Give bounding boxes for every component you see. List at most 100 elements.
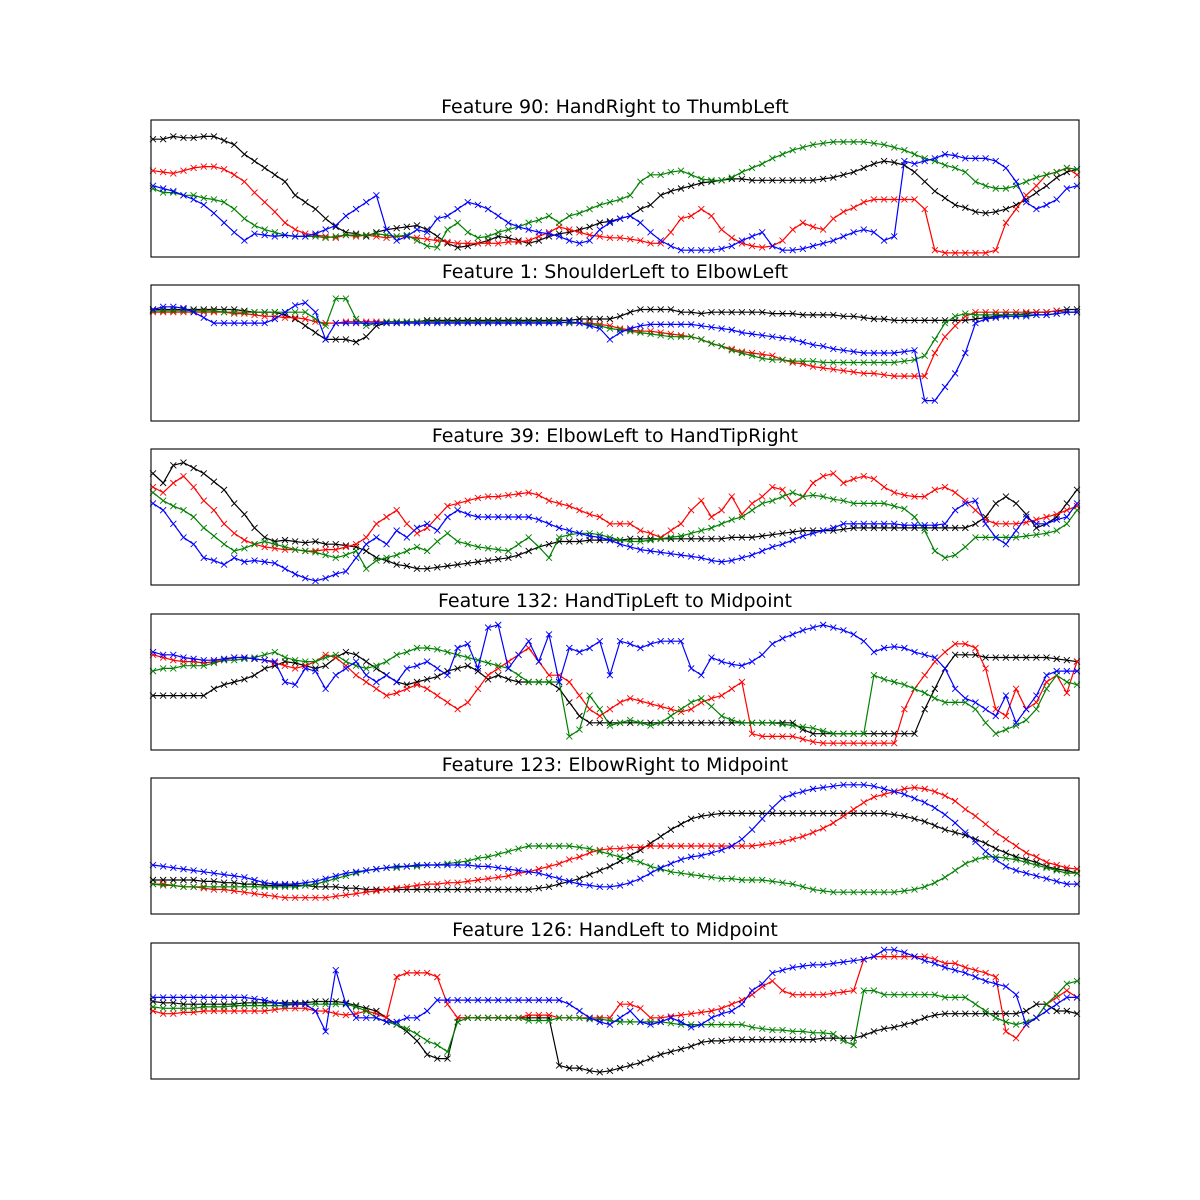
data-point [474,665,482,672]
data-point [1033,531,1040,538]
data-point [505,865,512,873]
data-point [870,648,878,656]
subplot-title-6: Feature 126: HandLeft to Midpoint [452,919,778,941]
data-point [880,157,888,165]
data-point [819,359,827,366]
data-point [210,163,218,170]
data-point [840,359,847,366]
data-point [281,662,289,669]
data-point [789,964,797,971]
data-point [890,788,898,795]
data-point [383,886,390,893]
data-point [769,878,776,885]
data-point [829,237,837,244]
data-point [890,888,898,896]
data-point [454,705,461,713]
axes-frame-4 [150,613,1080,751]
data-point [1063,864,1071,872]
data-point [301,315,309,323]
data-point [342,212,350,220]
data-point [972,644,979,652]
data-point [200,497,208,504]
data-point [210,869,218,877]
data-point [972,705,979,713]
data-point [738,554,746,562]
data-point [342,318,350,326]
data-point [576,692,583,699]
data-point [190,883,197,891]
data-point [951,524,959,532]
data-point [860,1032,868,1039]
data-point [230,500,238,507]
data-point [829,174,837,181]
data-point [596,534,604,541]
data-point [413,969,421,977]
data-point [840,1037,847,1045]
data-point [1043,654,1050,661]
data-point [901,157,908,165]
data-point [281,883,289,891]
data-point [444,226,451,233]
data-point [230,678,238,686]
data-point [444,879,451,887]
data-point [393,884,401,892]
data-point [840,739,847,747]
data-point [647,640,654,648]
data-point [870,1028,878,1035]
data-point [616,215,624,222]
data-point [606,850,614,858]
data-point [961,831,969,839]
data-point [169,876,177,884]
data-point [870,370,878,377]
data-point [433,973,441,981]
data-point [890,643,898,650]
data-point [941,994,949,1001]
data-point [271,208,279,216]
data-point [829,960,837,967]
data-point [555,219,563,227]
data-point [1063,500,1071,507]
data-point [342,231,350,239]
data-point [383,692,390,699]
data-point [880,349,888,357]
data-point [677,246,685,254]
data-point [647,863,654,870]
data-point [535,1017,543,1024]
data-point [159,1010,167,1018]
data-point [657,332,665,339]
data-point [789,1028,797,1035]
data-point [880,946,888,954]
data-point [159,863,167,870]
data-point [433,996,441,1004]
data-point [606,315,614,323]
data-point [799,833,807,840]
data-point [941,333,949,340]
data-point [241,1002,248,1009]
data-point [738,175,746,183]
series-line-green [152,845,1077,893]
data-point [1053,196,1061,203]
data-point [1033,205,1040,213]
data-point [1022,311,1030,319]
data-point [515,996,522,1004]
data-point [850,348,857,355]
data-point [616,853,624,861]
data-point [301,299,309,306]
data-point [992,1014,1000,1022]
data-point [169,303,177,311]
data-point [1002,863,1010,870]
data-point [931,521,939,529]
data-point [972,208,979,216]
data-point [982,969,989,977]
data-point [281,882,289,889]
data-point [433,665,441,672]
data-point [799,883,807,891]
data-point [474,685,482,693]
data-point [210,656,218,664]
data-point [799,360,807,368]
data-point [423,886,431,893]
data-point [931,879,939,887]
data-point [1043,1007,1050,1015]
data-point [261,308,269,316]
data-point [890,739,898,747]
